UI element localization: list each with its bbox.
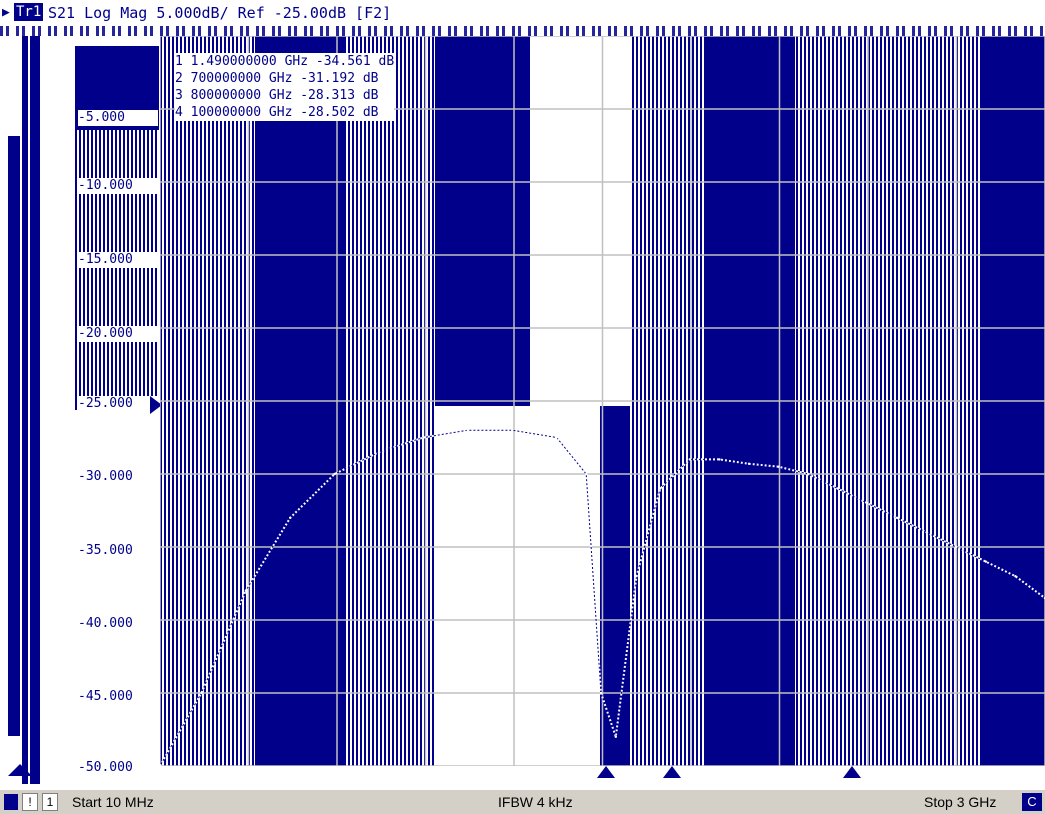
y-tick-label: -40.000 [78, 616, 158, 632]
marker-label: 3 [175, 88, 183, 103]
trace-line-shadow [160, 429, 1045, 766]
start-frequency[interactable]: Start 10 MHz [72, 794, 154, 810]
trace-point [200, 691, 203, 695]
marker-triangle-icon[interactable] [597, 766, 615, 778]
marker-row[interactable]: 2 700000000 GHz -31.192 dB [175, 70, 394, 87]
trace-badge[interactable]: Tr1 [14, 3, 44, 21]
left-bar [75, 130, 159, 410]
active-trace-arrow-icon: ▶ [2, 5, 10, 20]
marker-table: 1 1.490000000 GHz -34.561 dB 2 700000000… [175, 53, 395, 121]
marker-value: 100000000 GHz -28.502 dB [190, 105, 379, 120]
trace-header: ▶ Tr1 S21 Log Mag 5.000dB/ Ref -25.00dB … [0, 0, 1045, 36]
y-tick-label: -10.000 [78, 178, 158, 194]
left-bar [30, 36, 40, 784]
y-tick-label: -25.000 [78, 396, 158, 412]
trace-point [688, 458, 692, 461]
marker-value: 700000000 GHz -31.192 dB [190, 71, 379, 86]
y-tick-label: -35.000 [78, 543, 158, 559]
trace-point [244, 589, 248, 592]
trace-point [599, 691, 603, 695]
trace-point [333, 472, 336, 476]
trace-point [1014, 575, 1017, 578]
trace-line [160, 429, 1045, 766]
channel-window-icon[interactable] [4, 794, 18, 810]
marker-triangle-icon[interactable] [843, 766, 861, 778]
stop-frequency[interactable]: Stop 3 GHz [924, 794, 997, 810]
left-bar [8, 136, 20, 736]
marker-row[interactable]: 1 1.490000000 GHz -34.561 dB [175, 53, 394, 70]
marker-triangle-icon[interactable] [663, 766, 681, 778]
scale-strip [0, 26, 1045, 36]
marker-label: 4 [175, 105, 183, 120]
trace-point [925, 531, 928, 534]
marker-row[interactable]: 4 100000000 GHz -28.502 dB [175, 104, 394, 121]
status-bar: ! 1 Start 10 MHz IFBW 4 kHz Stop 3 GHz C [0, 790, 1045, 814]
trace-point [984, 560, 988, 563]
trace-point [511, 429, 514, 432]
trace-point [866, 502, 869, 505]
trace-point [955, 545, 958, 549]
plot-svg [160, 36, 1045, 766]
trace-point [614, 735, 618, 738]
trace-artifact-region [435, 36, 530, 406]
trace-point [747, 462, 751, 465]
trace-point [377, 450, 381, 454]
trace-title[interactable]: S21 Log Mag 5.000dB/ Ref -25.00dB [F2] [48, 4, 392, 22]
trace-point [718, 458, 721, 461]
trace-point [659, 487, 662, 490]
warning-indicator[interactable]: ! [22, 793, 38, 811]
trace-point [777, 465, 780, 468]
marker-value: 1.490000000 GHz -34.561 dB [190, 54, 395, 69]
marker-label: 1 [175, 54, 183, 69]
y-tick-label: -45.000 [78, 689, 158, 705]
sweep-mode-indicator[interactable]: C [1022, 793, 1042, 811]
ifbw-value[interactable]: IFBW 4 kHz [498, 794, 573, 810]
trace-plot[interactable] [160, 36, 1045, 766]
scroll-up-triangle-icon[interactable] [8, 764, 32, 776]
left-bar [22, 36, 28, 784]
channel-number[interactable]: 1 [42, 793, 58, 811]
trace-point [422, 436, 425, 439]
y-tick-label: -15.000 [78, 252, 158, 268]
trace-point [160, 764, 162, 766]
trace-point [585, 472, 588, 476]
y-tick-label: -20.000 [78, 326, 158, 342]
trace-point [289, 516, 292, 519]
reference-level-marker-icon[interactable] [150, 396, 162, 414]
y-tick-label: -30.000 [78, 469, 158, 485]
y-tick-label: -5.000 [78, 110, 158, 126]
trace-point [895, 516, 899, 519]
trace-artifact-region [600, 406, 630, 766]
marker-value: 800000000 GHz -28.313 dB [190, 88, 379, 103]
trace-point [836, 487, 840, 490]
trace-point [807, 472, 810, 476]
trace-point [555, 436, 558, 439]
marker-row[interactable]: 3 800000000 GHz -28.313 dB [175, 87, 394, 104]
y-tick-label: -50.000 [78, 760, 158, 776]
trace-point [635, 575, 638, 578]
trace-point [466, 429, 470, 432]
marker-label: 2 [175, 71, 183, 86]
